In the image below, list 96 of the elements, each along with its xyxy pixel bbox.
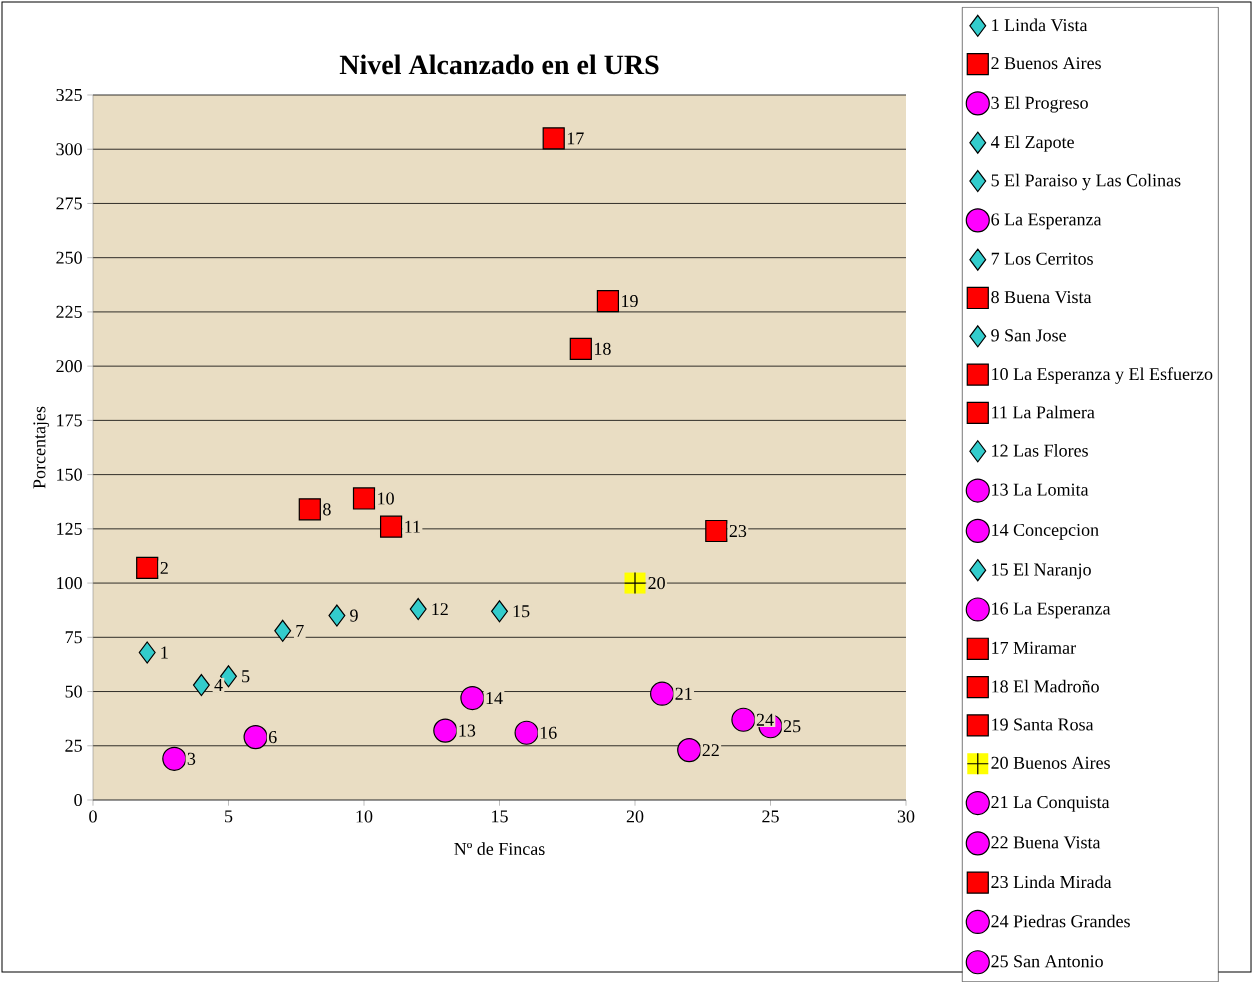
legend-label: 15 El Naranjo bbox=[992, 562, 1091, 580]
point bbox=[433, 718, 458, 743]
y-tick-label: 0 bbox=[74, 793, 82, 807]
y-tick-label: 25 bbox=[65, 739, 82, 752]
annotation: 24 bbox=[756, 713, 774, 726]
legend-label: 1 Linda Vista bbox=[992, 18, 1088, 32]
x-tick-label: 10 bbox=[356, 810, 373, 823]
y-tick-label: 275 bbox=[56, 197, 82, 210]
legend-label: 7 Los Cerritos bbox=[991, 252, 1093, 265]
legend-label: 9 San Jose bbox=[991, 329, 1066, 342]
legend-label: 12 Las Flores bbox=[992, 444, 1088, 457]
legend-label: 10 La Esperanza y El Esfuerzo bbox=[992, 367, 1213, 384]
annotation: 1 bbox=[161, 646, 168, 659]
legend-label: 14 Concepcion bbox=[992, 523, 1099, 540]
legend-label: 6 La Esperanza bbox=[991, 213, 1102, 230]
point bbox=[705, 519, 728, 543]
annotation: 12 bbox=[432, 603, 448, 616]
annotation: 10 bbox=[378, 492, 394, 505]
annotation: 13 bbox=[459, 724, 476, 737]
point bbox=[379, 515, 403, 538]
y-axis-title: Porcentajes bbox=[33, 406, 50, 489]
point bbox=[409, 598, 427, 621]
annotation: 25 bbox=[783, 720, 801, 733]
point bbox=[731, 707, 756, 732]
x-tick-label: 15 bbox=[492, 810, 508, 823]
point bbox=[460, 685, 485, 711]
point bbox=[274, 619, 292, 642]
legend-label: 2 Buenos Aires bbox=[991, 57, 1101, 70]
x-axis-title: Nº de Fincas bbox=[454, 842, 545, 856]
point bbox=[136, 556, 159, 579]
annotation: 7 bbox=[296, 624, 304, 637]
annotation: 3 bbox=[187, 752, 196, 765]
point bbox=[650, 681, 675, 706]
annotation: 2 bbox=[160, 561, 168, 574]
legend-label: 16 La Esperanza bbox=[992, 602, 1111, 619]
legend-label: 20 Buenos Aires bbox=[991, 756, 1110, 769]
legend-label: 17 Miramar bbox=[992, 641, 1076, 654]
legend-label: 24 Piedras Grandes bbox=[991, 914, 1130, 928]
x-tick-label: 30 bbox=[897, 810, 915, 823]
annotation: 9 bbox=[350, 609, 358, 622]
point bbox=[298, 498, 321, 521]
y-tick-label: 300 bbox=[56, 143, 82, 156]
legend-label: 21 La Conquista bbox=[991, 796, 1110, 812]
point bbox=[677, 738, 702, 763]
y-tick-label: 100 bbox=[57, 576, 82, 590]
x-tick-label: 5 bbox=[225, 810, 233, 823]
legend-label: 5 El Paraiso y Las Colinas bbox=[991, 173, 1181, 191]
y-tick-label: 225 bbox=[56, 305, 82, 318]
annotation: 17 bbox=[567, 132, 584, 145]
annotation: 16 bbox=[540, 726, 557, 739]
annotation: 14 bbox=[486, 692, 503, 704]
point bbox=[514, 720, 539, 745]
annotation: 18 bbox=[594, 342, 611, 355]
annotation: 8 bbox=[323, 503, 331, 516]
point bbox=[162, 746, 187, 771]
legend-label: 22 Buena Vista bbox=[991, 836, 1101, 849]
point bbox=[569, 337, 592, 360]
annotation: 11 bbox=[405, 520, 420, 533]
y-tick-label: 50 bbox=[65, 685, 82, 698]
annotation: 20 bbox=[648, 576, 665, 590]
legend-label: 19 Santa Rosa bbox=[992, 718, 1094, 731]
point bbox=[542, 127, 565, 150]
y-tick-label: 150 bbox=[57, 468, 82, 481]
point bbox=[491, 600, 508, 623]
annotation: 4 bbox=[214, 679, 223, 691]
y-tick-label: 75 bbox=[65, 631, 82, 644]
point bbox=[192, 673, 210, 697]
y-tick-label: 125 bbox=[57, 522, 82, 535]
legend-label: 8 Buena Vista bbox=[991, 290, 1092, 304]
y-tick-label: 250 bbox=[56, 251, 82, 264]
legend-label: 18 El Madroño bbox=[992, 679, 1099, 693]
point bbox=[352, 487, 376, 510]
point bbox=[243, 724, 268, 750]
x-tick-label: 25 bbox=[762, 810, 779, 823]
legend-label: 13 La Lomita bbox=[992, 483, 1089, 496]
chart-title: Nivel Alcanzado en el URS bbox=[339, 54, 659, 75]
x-tick-label: 0 bbox=[89, 810, 97, 823]
point bbox=[138, 641, 156, 664]
annotation: 6 bbox=[268, 731, 277, 744]
legend-label: 23 Linda Mirada bbox=[991, 875, 1112, 889]
annotation: 15 bbox=[513, 605, 530, 618]
annotation: 23 bbox=[729, 524, 747, 538]
annotation: 22 bbox=[702, 744, 719, 757]
legend-label: 3 El Progreso bbox=[991, 96, 1088, 113]
legend-label: 25 San Antonio bbox=[991, 955, 1103, 968]
y-tick-label: 175 bbox=[57, 414, 82, 427]
x-tick-label: 20 bbox=[626, 810, 644, 823]
legend-label: 4 El Zapote bbox=[990, 135, 1074, 152]
annotation: 19 bbox=[622, 295, 638, 308]
point bbox=[328, 604, 346, 627]
legend-label: 11 La Palmera bbox=[992, 405, 1095, 419]
annotation: 21 bbox=[675, 687, 692, 700]
y-tick-label: 200 bbox=[56, 360, 82, 373]
annotation: 5 bbox=[242, 670, 250, 683]
point bbox=[596, 289, 620, 313]
y-tick-label: 325 bbox=[56, 88, 82, 102]
